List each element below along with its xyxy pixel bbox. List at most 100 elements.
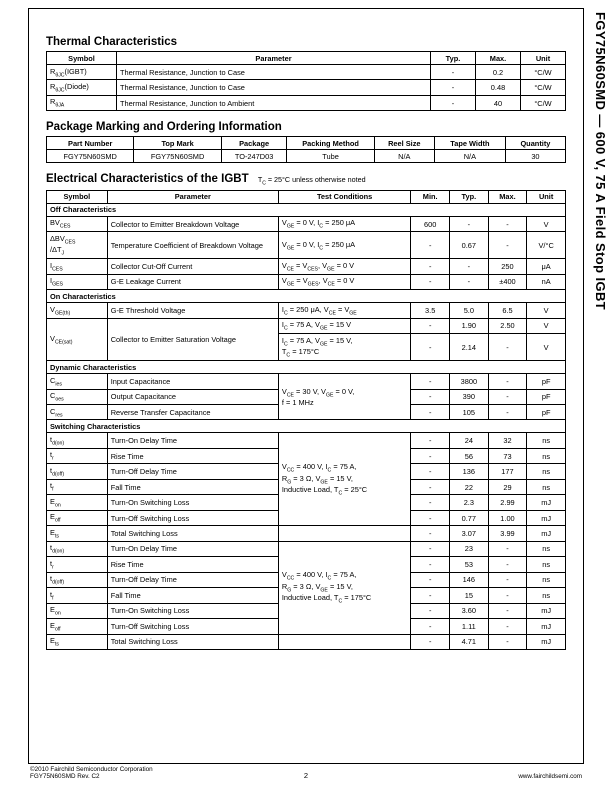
cell: FGY75N60SMD	[47, 150, 134, 163]
value-cell: -	[411, 479, 450, 494]
cell: -	[431, 80, 476, 95]
symbol-cell: VGE(th)	[47, 303, 108, 318]
cell: RθJC(Diode)	[47, 80, 117, 95]
cell: TO-247D03	[221, 150, 287, 163]
cell: Thermal Resistance, Junction to Ambient	[117, 95, 431, 110]
col-header: Parameter	[107, 190, 278, 203]
cond-cell: VCE = VCES, VGE = 0 V	[278, 259, 411, 274]
symbol-cell: Ets	[47, 526, 108, 541]
value-cell: 53	[450, 557, 489, 572]
col-header: Parameter	[117, 52, 431, 65]
value-cell: 4.71	[450, 634, 489, 649]
param-cell: Input Capacitance	[107, 374, 278, 389]
value-cell: -	[488, 541, 527, 556]
cond-cell: IC = 75 A, VGE = 15 V	[278, 318, 411, 333]
col-header: Symbol	[47, 52, 117, 65]
value-cell: mJ	[527, 619, 566, 634]
col-header: Package	[221, 137, 287, 150]
value-cell: -	[488, 572, 527, 587]
value-cell: 6.5	[488, 303, 527, 318]
value-cell: 136	[450, 464, 489, 479]
param-cell: Output Capacitance	[107, 389, 278, 404]
symbol-cell: td(off)	[47, 572, 108, 587]
value-cell: 3.07	[450, 526, 489, 541]
param-cell: Turn-On Delay Time	[107, 433, 278, 448]
value-cell: 1.11	[450, 619, 489, 634]
value-cell: V	[527, 216, 566, 231]
value-cell: -	[488, 232, 527, 259]
value-cell: mJ	[527, 495, 566, 510]
param-cell: Turn-On Switching Loss	[107, 603, 278, 618]
cond-cell: VCC = 400 V, IC = 75 A,RG = 3 Ω, VGE = 1…	[278, 433, 411, 526]
footer-url: www.fairchildsemi.com	[518, 773, 582, 780]
thermal-table: SymbolParameterTyp.Max.UnitRθJC(IGBT)The…	[46, 51, 566, 111]
value-cell: -	[411, 510, 450, 525]
value-cell: ns	[527, 433, 566, 448]
col-header: Max.	[476, 52, 521, 65]
value-cell: 0.67	[450, 232, 489, 259]
param-cell: Reverse Transfer Capacitance	[107, 405, 278, 420]
value-cell: mJ	[527, 603, 566, 618]
value-cell: pF	[527, 405, 566, 420]
cell: 0.48	[476, 80, 521, 95]
value-cell: mJ	[527, 510, 566, 525]
value-cell: mJ	[527, 526, 566, 541]
symbol-cell: Eon	[47, 495, 108, 510]
value-cell: ns	[527, 557, 566, 572]
symbol-cell: Eon	[47, 603, 108, 618]
value-cell: 1.00	[488, 510, 527, 525]
value-cell: 250	[488, 259, 527, 274]
col-header: Typ.	[431, 52, 476, 65]
col-header: Max.	[488, 190, 527, 203]
col-header: Reel Size	[374, 137, 434, 150]
param-cell: Total Switching Loss	[107, 634, 278, 649]
cond-cell: IC = 75 A, VGE = 15 V,TC = 175°C	[278, 334, 411, 361]
cond-cell: VGE = VGES, VCE = 0 V	[278, 274, 411, 289]
group-header: Dynamic Characteristics	[47, 361, 566, 374]
value-cell: 0.77	[450, 510, 489, 525]
param-cell: Collector to Emitter Breakdown Voltage	[107, 216, 278, 231]
symbol-cell: Cres	[47, 405, 108, 420]
cond-cell: IC = 250 μA, VCE = VGE	[278, 303, 411, 318]
symbol-cell: Eoff	[47, 619, 108, 634]
value-cell: -	[411, 557, 450, 572]
symbol-cell: tr	[47, 557, 108, 572]
value-cell: -	[488, 619, 527, 634]
value-cell: -	[488, 634, 527, 649]
symbol-cell: IGES	[47, 274, 108, 289]
value-cell: ±400	[488, 274, 527, 289]
col-header: Part Number	[47, 137, 134, 150]
value-cell: V	[527, 318, 566, 333]
electrical-title: Electrical Characteristics of the IGBT	[46, 173, 249, 185]
value-cell: ns	[527, 479, 566, 494]
electrical-heading: Electrical Characteristics of the IGBT T…	[46, 173, 566, 186]
value-cell: -	[488, 334, 527, 361]
value-cell: ns	[527, 464, 566, 479]
value-cell: 2.14	[450, 334, 489, 361]
value-cell: 32	[488, 433, 527, 448]
value-cell: mJ	[527, 634, 566, 649]
param-cell: Turn-Off Switching Loss	[107, 510, 278, 525]
value-cell: 2.3	[450, 495, 489, 510]
symbol-cell: Eoff	[47, 510, 108, 525]
symbol-cell: ΔBVCES/ΔTJ	[47, 232, 108, 259]
symbol-cell: td(on)	[47, 541, 108, 556]
cell: Thermal Resistance, Junction to Case	[117, 65, 431, 80]
value-cell: pF	[527, 389, 566, 404]
value-cell: -	[488, 557, 527, 572]
value-cell: 3.5	[411, 303, 450, 318]
col-header: Unit	[527, 190, 566, 203]
value-cell: 15	[450, 588, 489, 603]
param-cell: Turn-Off Delay Time	[107, 464, 278, 479]
param-cell: Temperature Coefficient of Breakdown Vol…	[107, 232, 278, 259]
value-cell: 146	[450, 572, 489, 587]
value-cell: -	[488, 216, 527, 231]
param-cell: Rise Time	[107, 557, 278, 572]
value-cell: -	[450, 216, 489, 231]
param-cell: Fall Time	[107, 588, 278, 603]
symbol-cell: VCE(sat)	[47, 318, 108, 360]
col-header: Top Mark	[134, 137, 221, 150]
cell: N/A	[434, 150, 505, 163]
value-cell: -	[411, 464, 450, 479]
cond-cell: VCC = 400 V, IC = 75 A,RG = 3 Ω, VGE = 1…	[278, 541, 411, 634]
